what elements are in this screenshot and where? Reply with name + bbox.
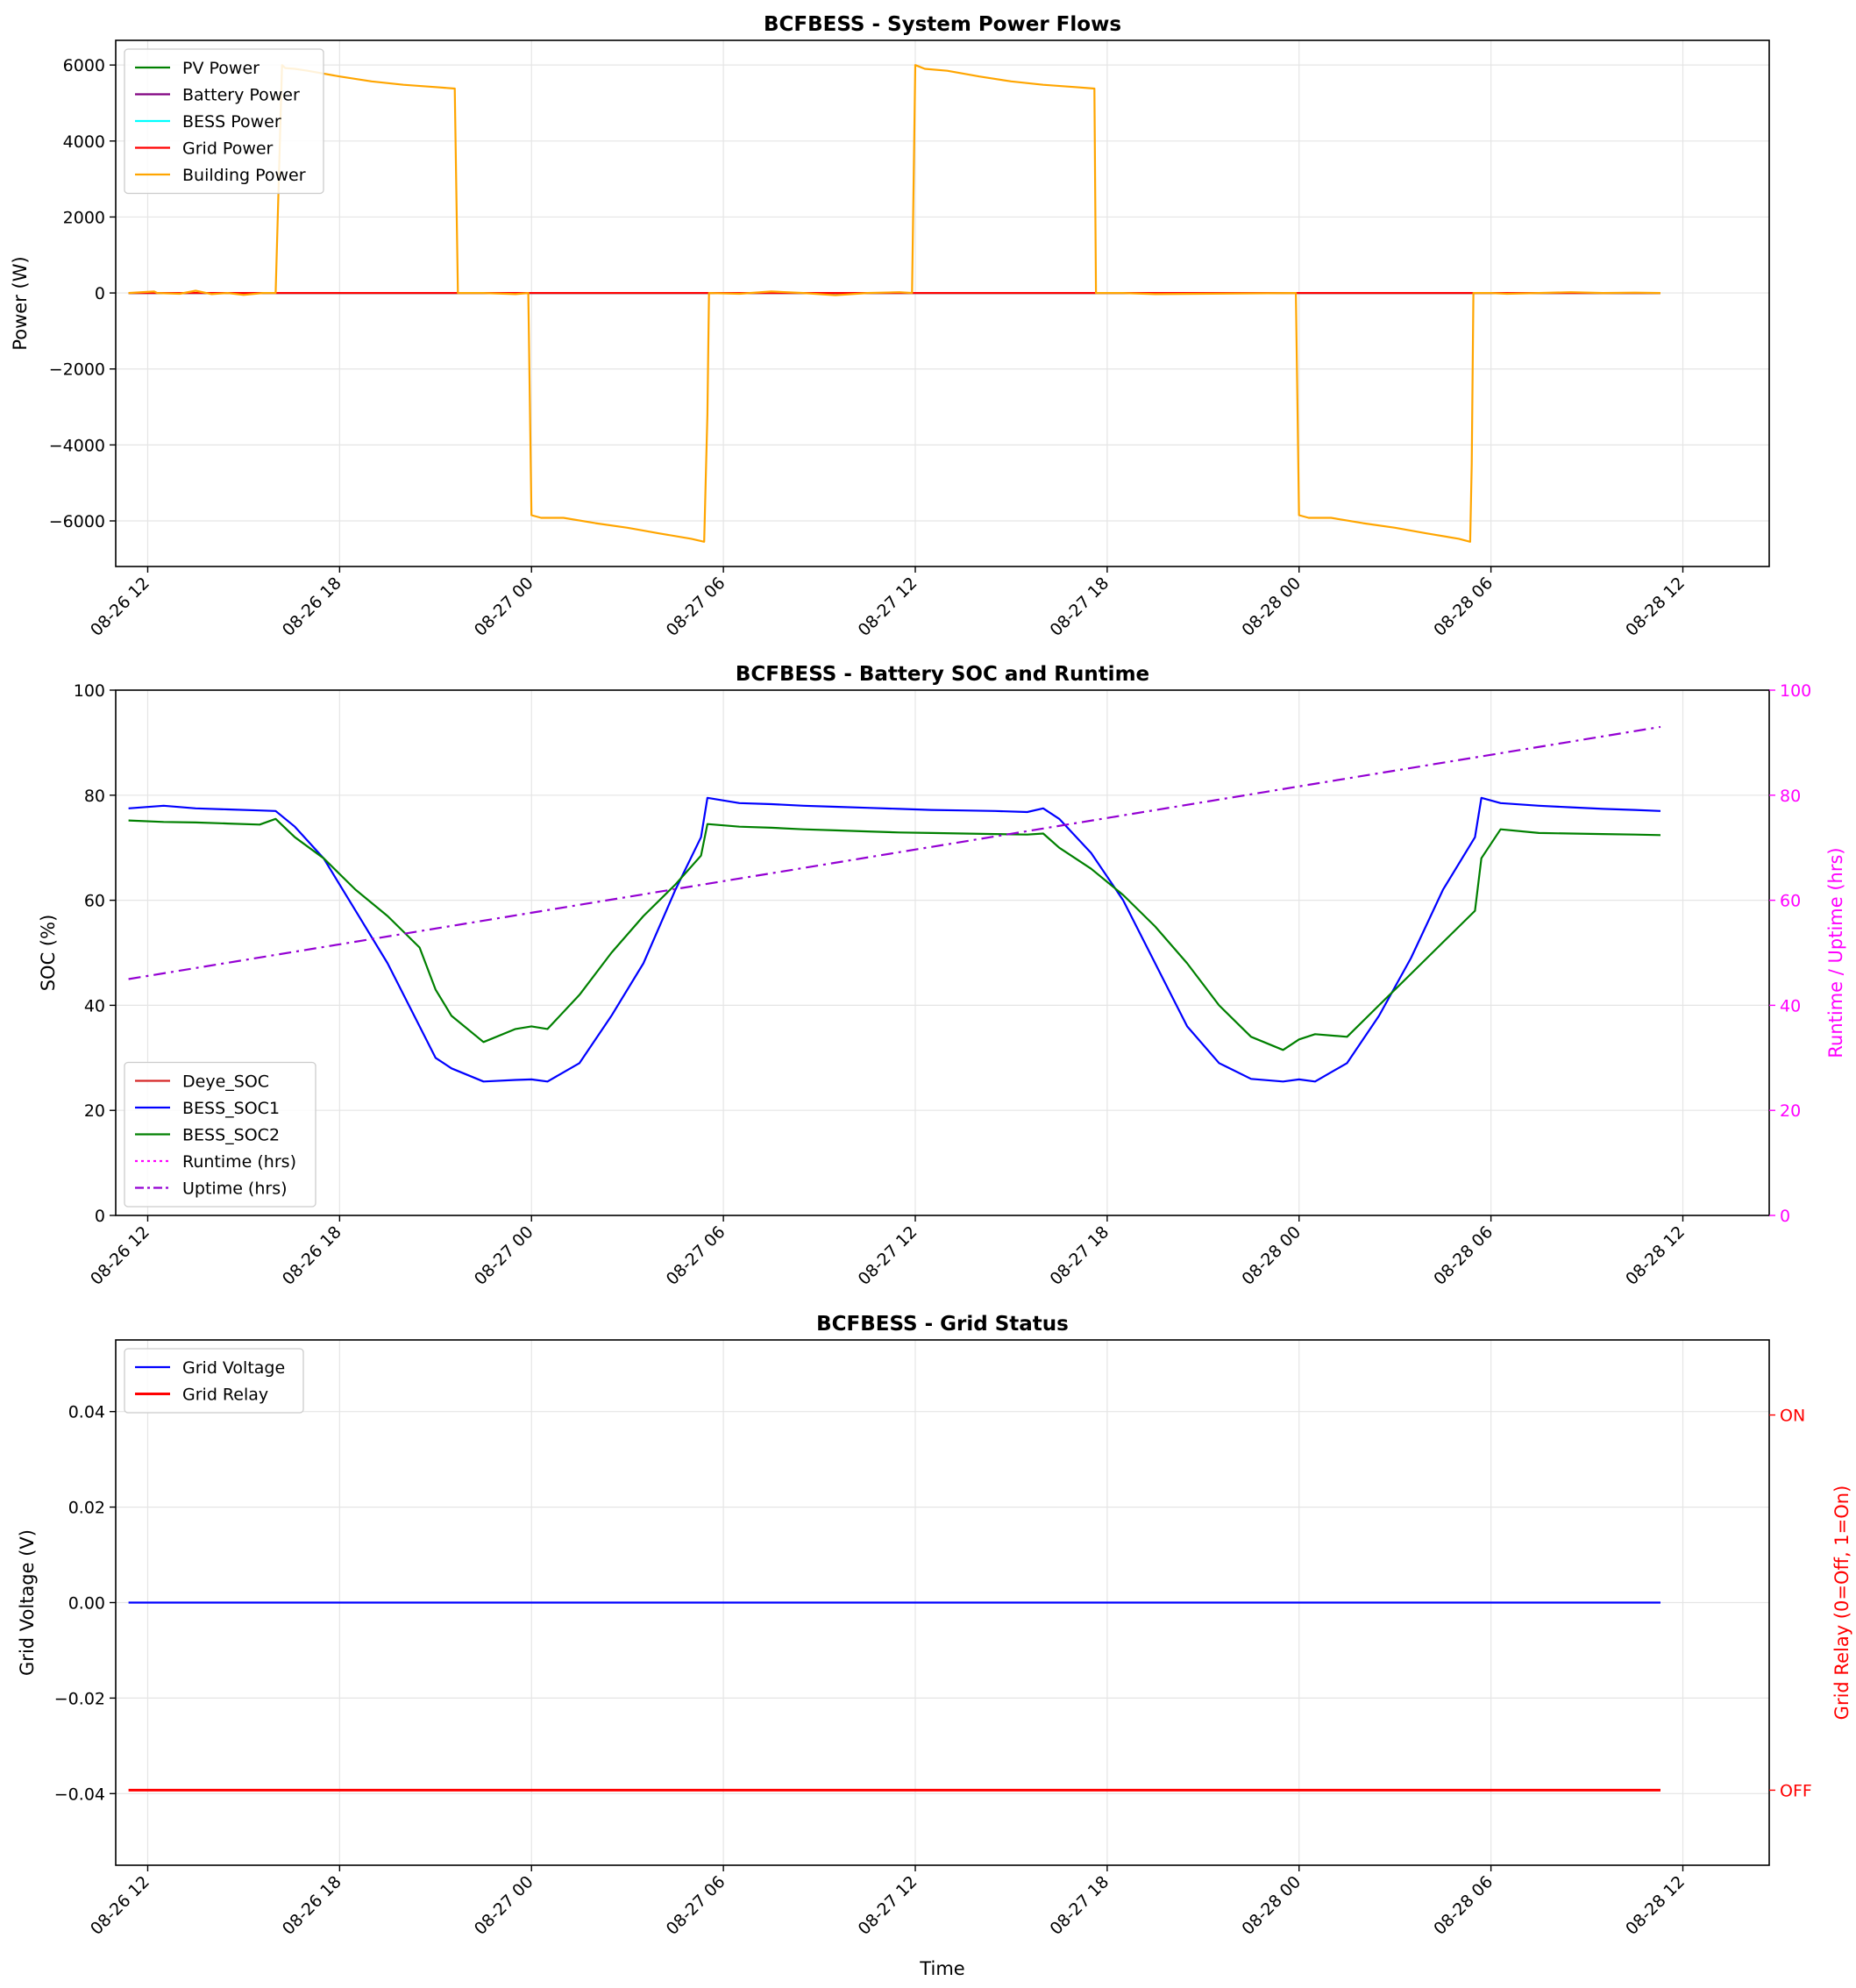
x-tick-label: 08-26 18 [279,574,345,640]
y2-tick-label: 40 [1780,996,1801,1015]
x-tick-label: 08-27 12 [855,1872,921,1939]
legend-label: BESS Power [182,112,281,132]
x-tick-label: 08-27 18 [1046,1222,1113,1289]
y-tick-label: 0.00 [68,1594,105,1614]
x-tick-label: 08-27 18 [1046,1872,1113,1939]
x-tick-label: 08-26 18 [279,1872,345,1939]
x-tick-label: 08-28 12 [1622,1222,1689,1289]
chart-title: BCFBESS - System Power Flows [764,13,1121,36]
plot-frame [115,39,1770,567]
x-tick-label: 08-26 12 [87,1872,153,1939]
x-tick-label: 08-27 06 [663,1872,729,1939]
legend-label: PV Power [182,59,260,78]
x-tick-label: 08-28 12 [1622,574,1689,640]
y-axis-label: Power (W) [10,256,31,350]
x-tick-label: 08-28 12 [1622,1872,1689,1939]
legend-label: Runtime (hrs) [182,1152,296,1172]
y-tick-label: 0.04 [68,1403,105,1422]
y-tick-label: −4000 [49,436,105,455]
y-tick-label: 0 [95,1207,105,1226]
x-tick-label: 08-27 06 [663,574,729,640]
x-tick-label: 08-27 00 [471,574,537,640]
y2-tick-label: 60 [1780,892,1801,911]
y2-tick-label: ON [1780,1407,1805,1426]
chart-title: BCFBESS - Grid Status [816,1313,1069,1336]
panel-2: 08-26 12 08-26 18 08-27 00 08-27 06 08-27 12… [38,663,1846,1289]
legend-label: Deye_SOC [182,1072,269,1092]
legend-label: Building Power [182,166,306,185]
series-line-uptime-hrs [128,725,1661,980]
legend-box [124,1348,304,1414]
legend-label: Grid Power [182,139,274,159]
x-tick-label: 08-27 12 [855,1222,921,1289]
x-tick-label: 08-28 06 [1430,1872,1497,1939]
y2-tick-label: 20 [1780,1101,1801,1121]
x-tick-label: 08-27 18 [1046,574,1113,640]
y-tick-label: −2000 [49,360,105,380]
y-tick-label: 0.02 [68,1499,105,1518]
x-tick-label: 08-28 06 [1430,1222,1497,1289]
x-tick-label: 08-26 12 [87,574,153,640]
series-line-bess-soc1 [128,796,1661,1083]
y-tick-label: −6000 [49,512,105,531]
y-tick-label: 80 [84,787,105,806]
y2-axis-label: Runtime / Uptime (hrs) [1825,847,1846,1058]
legend-label: BESS_SOC1 [182,1099,280,1118]
y-tick-label: −0.04 [54,1785,105,1804]
legend-label: Uptime (hrs) [182,1179,288,1199]
x-axis-label: Time [919,1958,964,1979]
y-tick-label: 40 [84,996,105,1015]
y-tick-label: −0.02 [54,1689,105,1708]
legend-label: Grid Relay [182,1386,268,1405]
legend-label: Battery Power [182,86,300,105]
panel-3: 08-26 12 08-26 18 08-27 00 08-27 06 08-27 12… [17,1313,1852,1939]
plot-frame [115,689,1770,1216]
series-line-building-power [128,64,1661,543]
x-tick-label: 08-26 18 [279,1222,345,1289]
y-tick-label: 4000 [63,132,105,152]
y2-tick-label: OFF [1780,1781,1812,1800]
y2-tick-label: 80 [1780,787,1801,806]
series-line-bess-soc2 [128,817,1661,1051]
y2-axis-label: Grid Relay (0=Off, 1=On) [1831,1486,1852,1721]
x-tick-label: 08-28 00 [1238,1872,1305,1939]
y2-tick-label: 100 [1780,681,1811,701]
y-tick-label: 100 [74,681,105,701]
y-axis-label: Grid Voltage (V) [17,1529,38,1676]
x-tick-label: 08-27 12 [855,574,921,640]
x-tick-label: 08-26 12 [87,1222,153,1289]
y-tick-label: 0 [95,284,105,303]
y-tick-label: 2000 [63,208,105,227]
x-tick-label: 08-27 00 [471,1872,537,1939]
chart-title: BCFBESS - Battery SOC and Runtime [736,663,1149,686]
x-tick-label: 08-27 06 [663,1222,729,1289]
x-tick-label: 08-27 00 [471,1222,537,1289]
legend-box [124,1061,316,1208]
legend-label: Grid Voltage [182,1358,285,1378]
y-tick-label: 60 [84,892,105,911]
y-tick-label: 6000 [63,56,105,75]
legend-label: BESS_SOC2 [182,1126,280,1145]
panel-1: 08-26 12 08-26 18 08-27 00 08-27 06 08-27 12… [10,13,1770,640]
y2-tick-label: 0 [1780,1207,1790,1226]
x-tick-label: 08-28 00 [1238,1222,1305,1289]
y-axis-label: SOC (%) [38,915,59,992]
x-tick-label: 08-28 00 [1238,574,1305,640]
x-tick-label: 08-28 06 [1430,574,1497,640]
legend-box [124,48,324,195]
y-tick-label: 20 [84,1101,105,1121]
